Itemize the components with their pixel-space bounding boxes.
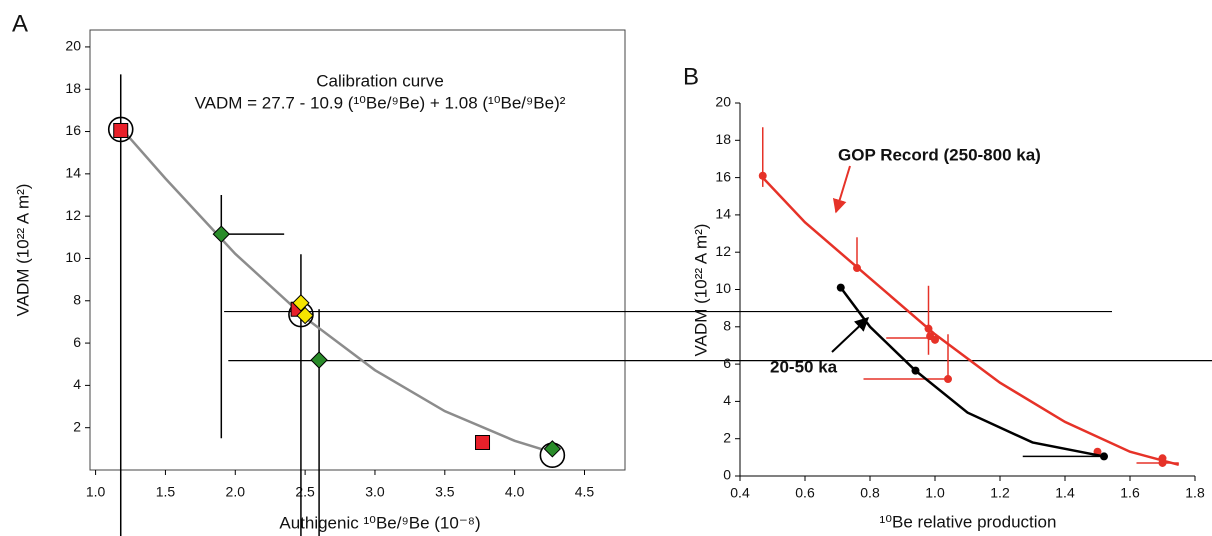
x-tick-label: 4.0 [505,484,525,500]
y-tick-label: 2 [723,429,731,445]
y-tick-label: 14 [65,165,81,181]
dot-point [1158,458,1167,467]
square-point [475,435,491,450]
x-tick-label: 2.5 [295,484,315,500]
dot-point [911,366,920,375]
diamond-point [292,294,310,312]
equation: VADM = 27.7 - 10.9 (¹⁰Be/⁹Be) + 1.08 (¹⁰… [195,93,566,112]
y-tick-label: 20 [65,38,81,54]
y-axis-label: VADM (10²² A m²) [691,224,710,357]
y-tick-label: 6 [73,334,81,350]
panel-label: B [683,63,699,90]
x-tick-label: 3.0 [365,484,385,500]
x-axis-label: ¹⁰Be relative production [880,512,1057,531]
curve [839,286,1105,458]
x-tick-label: 3.5 [435,484,455,500]
panel: A Calibration curve VADM = 27.7 - 10.9 (¹⁰… [12,10,1212,536]
x-tick-label: 4.5 [575,484,595,500]
y-tick-label: 16 [65,122,81,138]
y-tick-label: 2 [73,418,81,434]
y-tick-label: 4 [73,376,81,392]
arrow [831,317,870,353]
y-tick-label: 12 [715,243,731,259]
dot-point [758,171,767,180]
curve-label: GOP Record (250-800 ka) [838,145,1041,164]
x-tick-label: 1.4 [1055,485,1075,501]
dot-point [944,375,952,384]
y-tick-label: 6 [723,355,731,371]
x-tick-label: 0.8 [860,485,880,501]
y-axis-label: VADM (10²² A m²) [13,184,32,317]
y-tick-label: 18 [65,80,81,96]
y-tick-label: 8 [73,291,81,307]
y-tick-label: 10 [65,249,81,265]
diamond-point [296,306,314,325]
chart-title: Calibration curve [316,71,444,90]
x-tick-label: 1.2 [990,485,1010,501]
curve [119,126,543,451]
curve [761,176,1180,467]
curve-label: 20-50 ka [770,357,838,376]
dot-point [931,335,939,344]
dot-point [1100,452,1108,461]
y-tick-label: 10 [715,280,731,296]
panel: B ¹⁰Be relative production VADM (10²² A m²… [683,63,1205,531]
x-tick-label: 1.6 [1120,485,1140,501]
diamond-point [212,225,231,243]
diamond-point [543,440,562,458]
dot-point [836,283,845,292]
dot-point [853,264,861,273]
y-tick-label: 16 [715,168,731,184]
y-tick-label: 0 [723,467,731,483]
x-tick-label: 1.8 [1185,485,1205,501]
y-tick-label: 20 [715,94,731,110]
x-tick-label: 1.5 [156,484,176,500]
x-axis-label: Authigenic ¹⁰Be/⁹Be (10⁻⁸) [279,513,480,532]
arrow [832,165,851,214]
x-tick-label: 2.0 [226,484,246,500]
diamond-point [310,351,328,369]
y-tick-label: 4 [723,392,731,408]
x-tick-label: 1.0 [86,484,106,500]
y-tick-label: 8 [723,318,731,334]
open-circle [107,116,134,143]
y-tick-label: 18 [715,131,731,147]
x-tick-label: 0.4 [730,485,750,501]
y-tick-label: 12 [65,207,81,223]
x-tick-label: 1.0 [925,485,945,501]
square-point [113,122,129,138]
panel-label: A [12,10,28,37]
y-tick-label: 14 [715,206,731,222]
dot-point [924,324,933,333]
plot-frame [89,29,626,471]
x-tick-label: 0.6 [795,485,815,501]
